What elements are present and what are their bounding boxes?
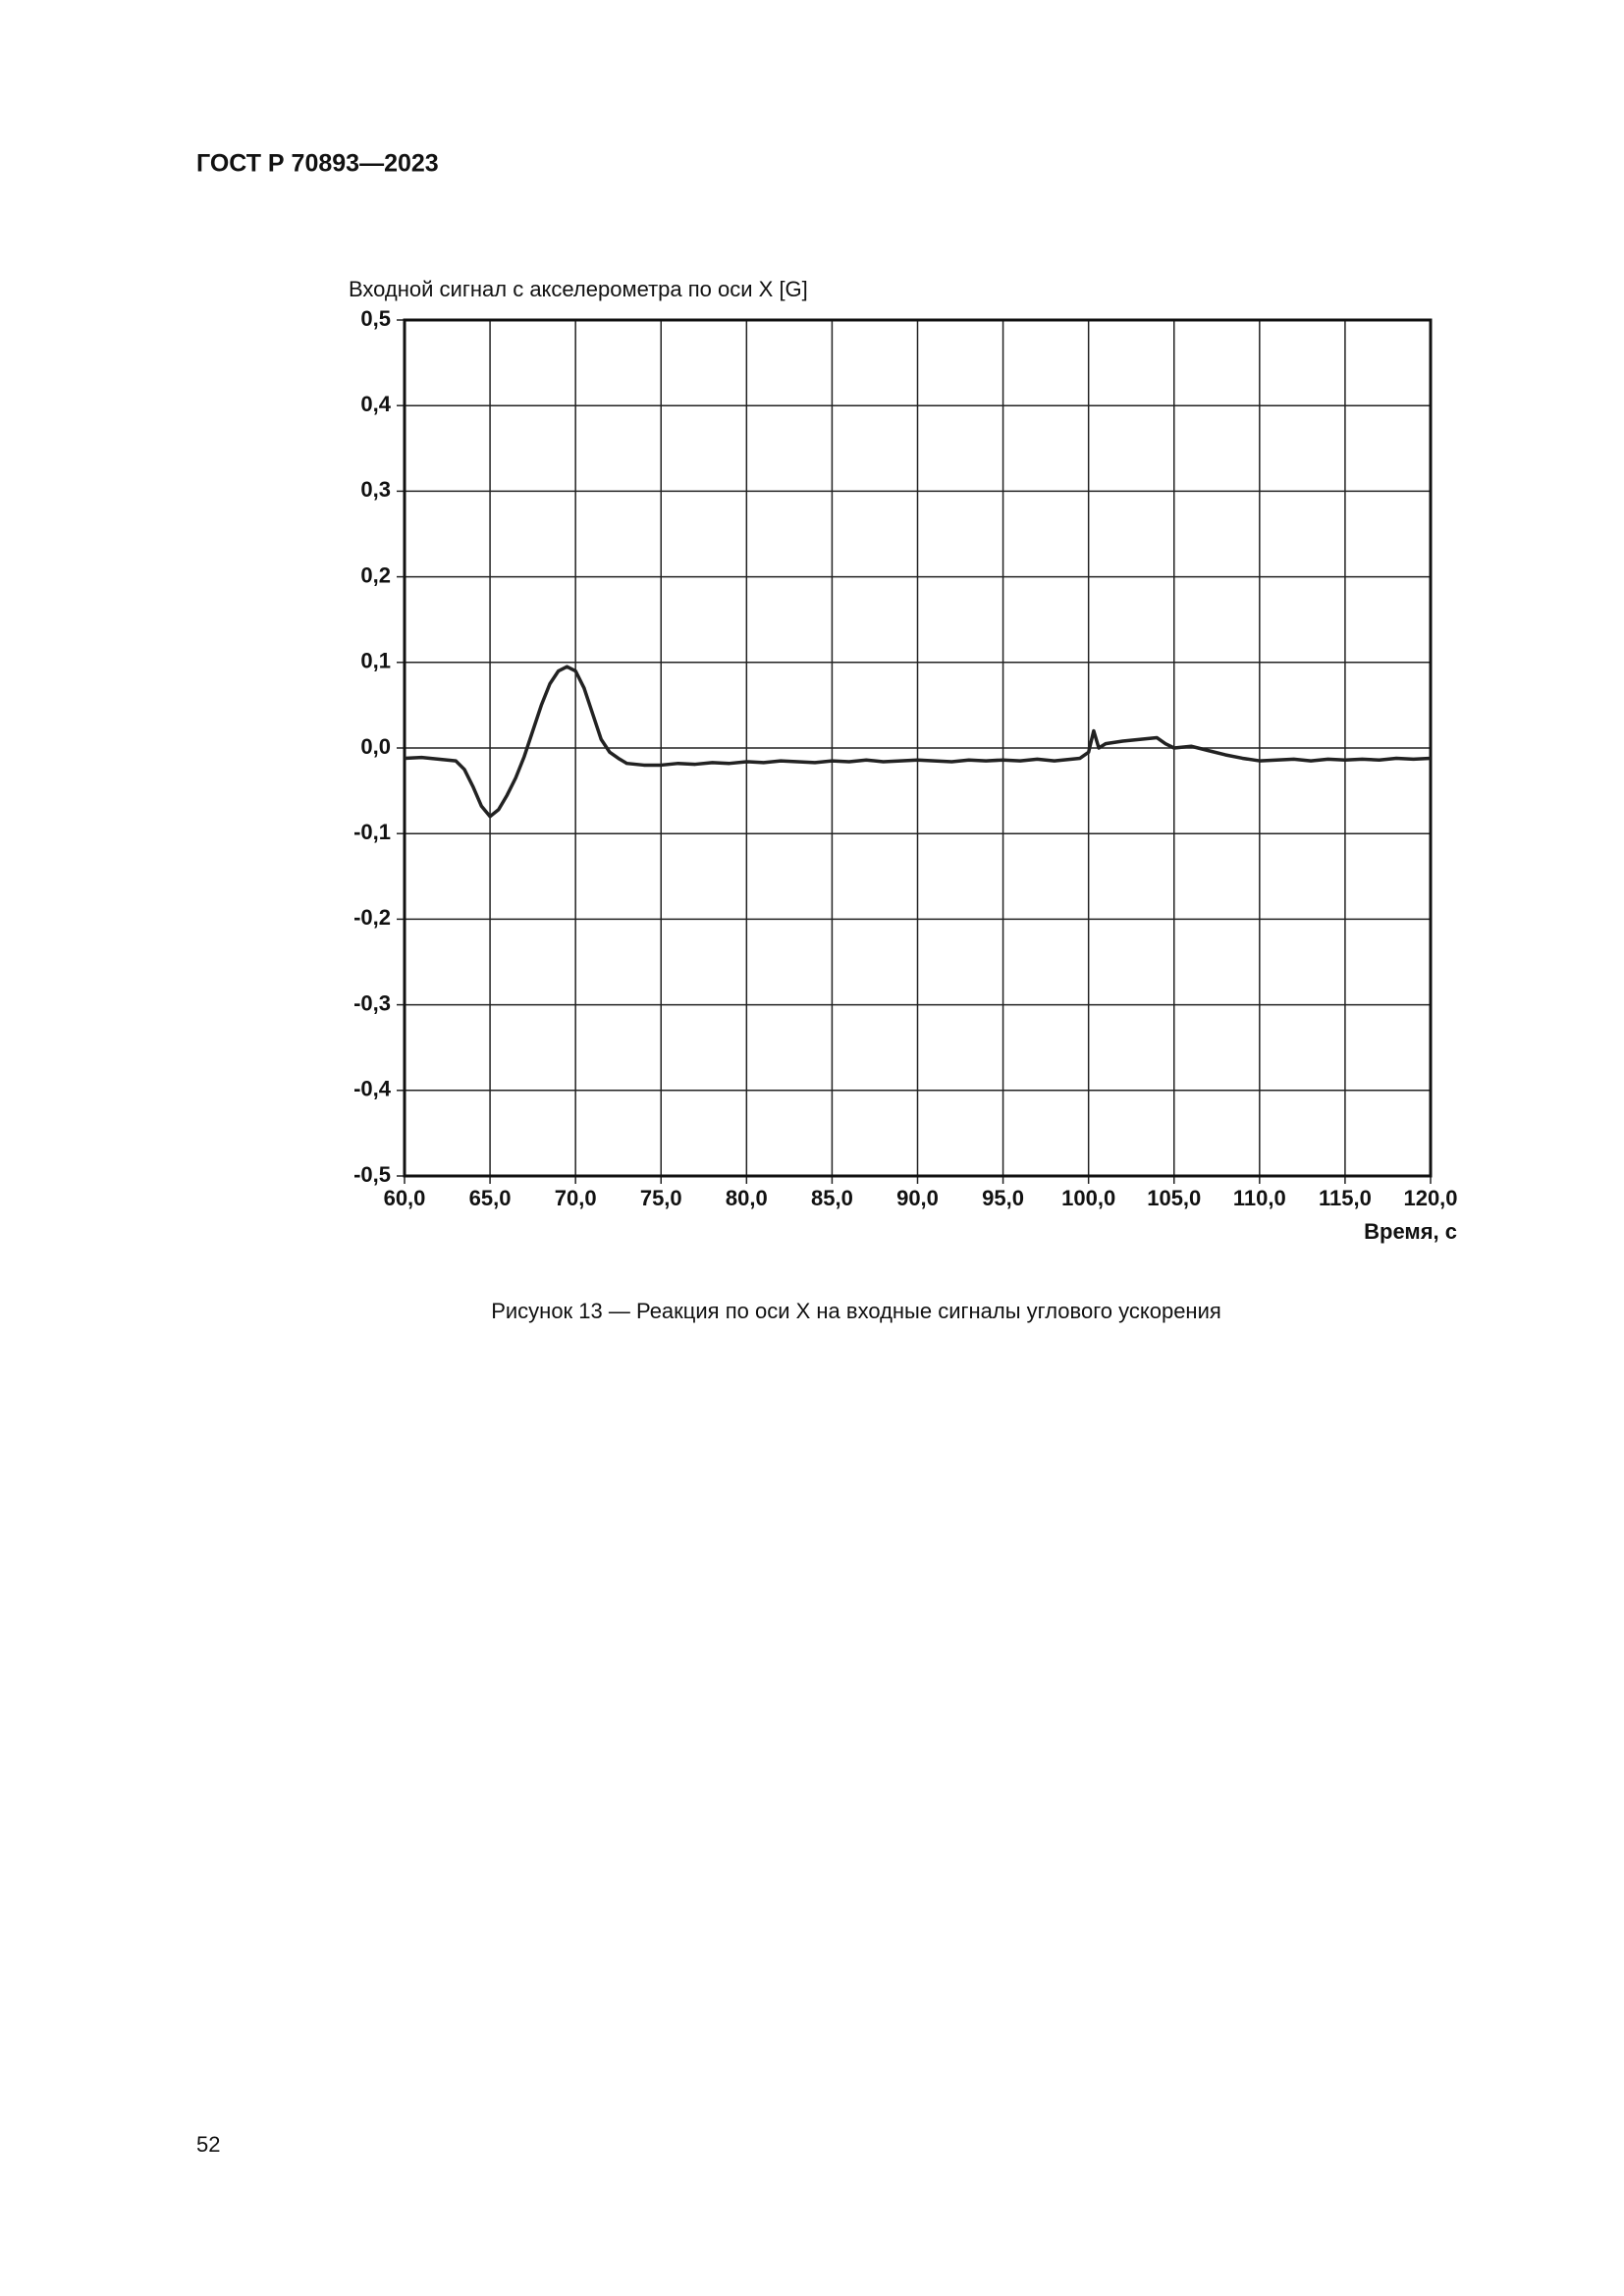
data-line [404,665,1432,819]
plot-frame [403,318,1433,1178]
x-tick-label: 105,0 [1147,1186,1201,1210]
y-tick-label: 0,2 [360,562,391,587]
x-tick-label: 90,0 [896,1186,939,1210]
x-tick-label: 115,0 [1319,1186,1372,1210]
plot: 0,5 0,4 0,3 0,2 0,1 0,0 -0,1 -0,2 -0,3 -0,4 -0,560… [353,306,1457,1210]
x-tick-label: 100,0 [1061,1186,1115,1210]
y-axis-label: Входной сигнал с акселерометра по оси X … [349,277,808,301]
figure-caption: Рисунок 13 — Реакция по оси X на входные… [491,1299,1221,1323]
x-tick-label: 60,0 [384,1186,426,1210]
x-tick-label: 85,0 [811,1186,853,1210]
y-tick-label: -0,4 [353,1077,392,1101]
y-tick-label: 0,1 [360,649,391,673]
x-tick-label: 120,0 [1403,1186,1457,1210]
x-tick-label: 95,0 [982,1186,1024,1210]
y-tick-label: 0,4 [360,392,391,416]
x-axis-label: Время, с [1364,1219,1457,1244]
y-tick-label: -0,2 [353,905,391,930]
y-tick-label: -0,5 [353,1162,391,1187]
y-tick-label: -0,3 [353,990,391,1015]
page-number: 52 [196,2132,220,2157]
x-tick-label: 65,0 [469,1186,512,1210]
y-tick-label: -0,1 [353,820,391,844]
x-tick-label: 110,0 [1233,1186,1286,1210]
x-tick-label: 70,0 [555,1186,597,1210]
y-tick-label: 0,3 [360,477,391,502]
y-tick-label: 0,0 [360,734,391,759]
y-tick-label: 0,5 [360,306,391,331]
x-tick-label: 80,0 [726,1186,768,1210]
header-title: ГОСТ Р 70893—2023 [196,150,439,178]
x-tick-label: 75,0 [640,1186,682,1210]
